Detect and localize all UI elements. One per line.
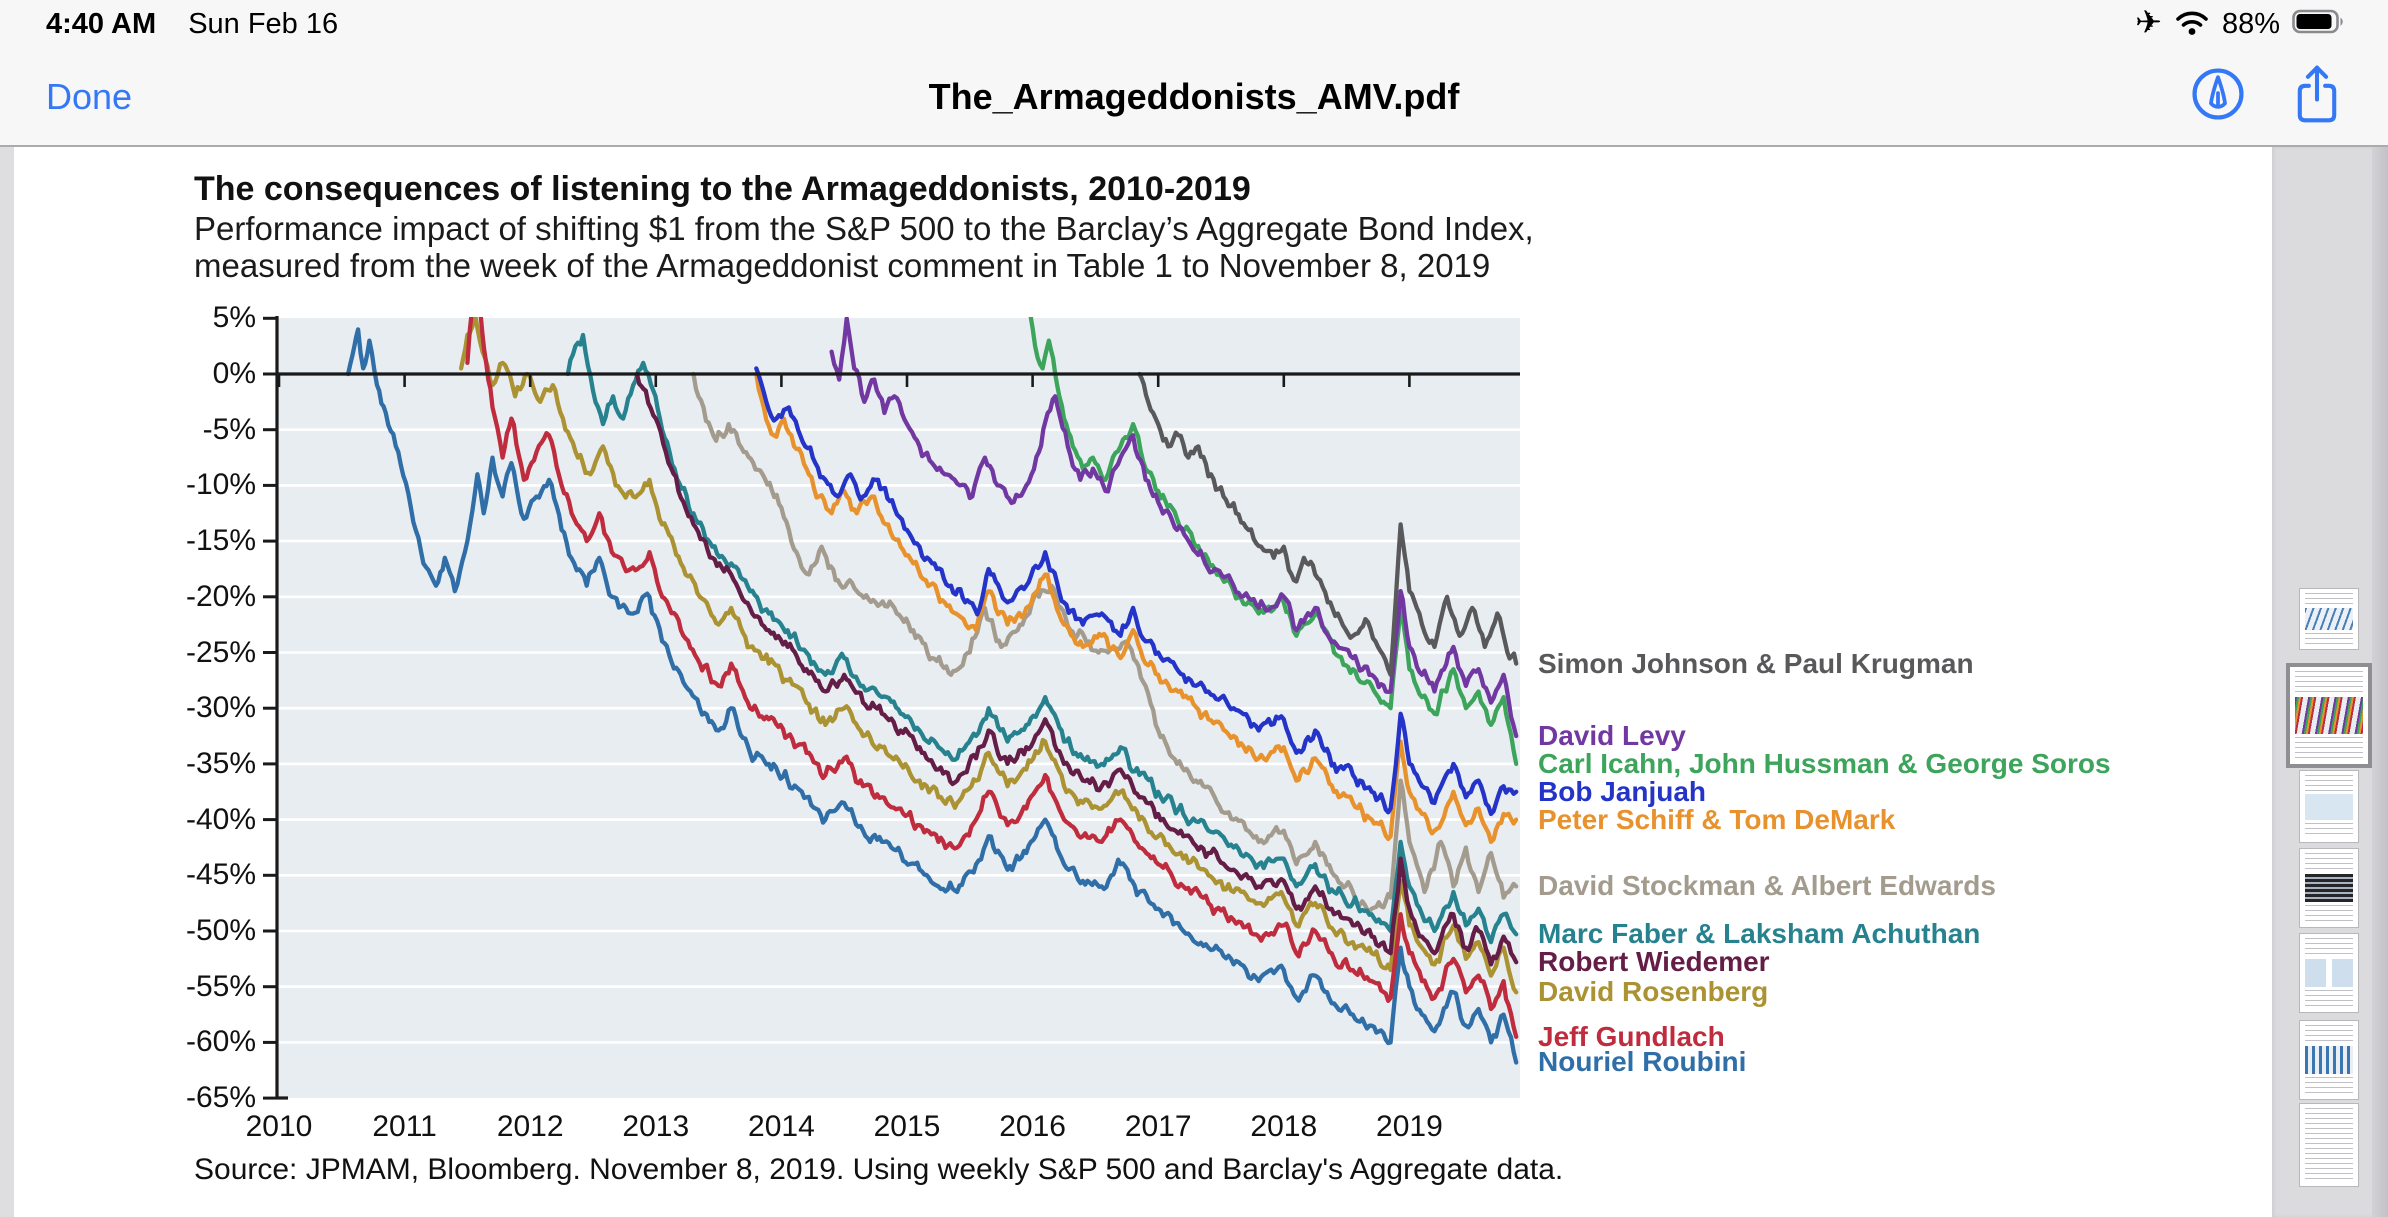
thumbnail-line-chart-preview — [2305, 608, 2353, 630]
legend-label-robert-wiedemer: Robert Wiedemer — [1538, 946, 1770, 978]
share-icon[interactable] — [2288, 61, 2346, 132]
y-tick-label-0%: 0% — [212, 357, 256, 390]
done-button[interactable]: Done — [46, 76, 133, 117]
nav-bar: Done The_Armageddonists_AMV.pdf — [0, 48, 2388, 145]
x-tick-label-2017: 2017 — [1124, 1110, 1192, 1143]
thumbnail-text-lines — [2305, 1077, 2353, 1096]
thumbnail-table-preview — [2305, 873, 2353, 903]
x-tick-label-2014: 2014 — [748, 1110, 815, 1143]
page-thumbnail-5[interactable] — [2299, 933, 2359, 1013]
x-tick-label-2011: 2011 — [372, 1110, 437, 1143]
document-title: The_Armageddonists_AMV.pdf — [928, 76, 1460, 117]
chart-subtitle-line1: Performance impact of shifting $1 from t… — [194, 210, 1534, 247]
thumbnail-text-lines — [2305, 632, 2353, 645]
y-tick-label--50%: -50% — [185, 914, 256, 947]
thumbnail-text-lines — [2305, 822, 2353, 838]
battery-icon — [2292, 8, 2348, 41]
page-thumbnail-7[interactable] — [2299, 1103, 2359, 1187]
x-tick-label-2013: 2013 — [622, 1110, 690, 1143]
legend-label-david-levy: David Levy — [1538, 720, 1686, 752]
legend-label-david-rosenberg: David Rosenberg — [1538, 976, 1769, 1008]
thumbnail-text-lines — [2305, 1025, 2353, 1043]
thumbnail-text-lines — [2305, 853, 2353, 871]
chart-subtitle: Performance impact of shifting $1 from t… — [194, 210, 1534, 284]
y-tick-label--20%: -20% — [185, 579, 256, 613]
y-tick-label--5%: -5% — [202, 412, 256, 446]
airplane-mode-icon: ✈ — [2135, 4, 2162, 40]
y-tick-label--60%: -60% — [185, 1025, 256, 1059]
status-date: Sun Feb 16 — [188, 8, 339, 40]
legend-label-peter-schiff-tom-demark: Peter Schiff & Tom DeMark — [1538, 803, 1896, 835]
pdf-page — [14, 147, 2272, 1217]
markup-icon[interactable] — [2188, 64, 2248, 129]
page-thumbnail-6[interactable] — [2299, 1020, 2359, 1100]
thumbnail-text-lines — [2295, 671, 2363, 695]
thumbnail-text-lines — [2305, 1108, 2353, 1182]
sidebar-scrollbar[interactable] — [2372, 147, 2388, 1217]
legend-label-bob-janjuah: Bob Janjuah — [1538, 775, 1707, 807]
status-time: 4:40 AM — [46, 8, 157, 40]
legend-label-carl-icahn-john-hussman-george-soros: Carl Icahn, John Hussman & George Soros — [1538, 747, 2111, 779]
wifi-icon — [2174, 8, 2210, 41]
thumbnail-text-lines — [2295, 736, 2363, 761]
y-tick-label--40%: -40% — [185, 802, 256, 836]
chart-subtitle-line2: measured from the week of the Armageddon… — [194, 247, 1491, 284]
legend-label-nouriel-roubini: Nouriel Roubini — [1538, 1046, 1747, 1078]
status-left: 4:40 AM Sun Feb 16 — [46, 8, 338, 41]
thumbnail-current-chart-preview — [2295, 697, 2363, 734]
status-bar: 4:40 AM Sun Feb 16 ✈ 88% — [0, 0, 2388, 48]
y-tick-label--45%: -45% — [185, 858, 256, 892]
y-tick-label--15%: -15% — [185, 524, 256, 558]
thumbnail-mini-charts-preview — [2305, 958, 2353, 988]
thumbnail-text-lines — [2305, 938, 2353, 956]
page-thumbnail-3[interactable] — [2299, 770, 2359, 843]
legend-label-jeff-gundlach: Jeff Gundlach — [1538, 1020, 1725, 1052]
thumbnail-text-lines — [2305, 593, 2353, 606]
page-thumbnail-2-current[interactable] — [2286, 663, 2372, 768]
legend-label-marc-faber-laksham-achuthan: Marc Faber & Laksham Achuthan — [1538, 918, 1981, 950]
top-chrome: 4:40 AM Sun Feb 16 ✈ 88% D — [0, 0, 2388, 147]
thumbnail-text-highlight-preview — [2305, 793, 2353, 820]
page-left-gutter — [0, 147, 14, 1217]
chart-source: Source: JPMAM, Bloomberg. November 8, 20… — [194, 1153, 1564, 1186]
y-tick-label--25%: -25% — [185, 635, 256, 669]
thumbnail-sidebar — [2272, 147, 2388, 1217]
x-tick-label-2016: 2016 — [999, 1110, 1066, 1143]
x-tick-label-2018: 2018 — [1250, 1110, 1318, 1143]
legend-label-david-stockman-albert-edwards: David Stockman & Albert Edwards — [1538, 870, 1996, 902]
page-thumbnail-4[interactable] — [2299, 848, 2359, 928]
legend-label-simon-johnson-paul-krugman: Simon Johnson & Paul Krugman — [1538, 647, 1974, 679]
x-tick-label-2015: 2015 — [873, 1110, 941, 1143]
x-tick-label-2012: 2012 — [496, 1110, 564, 1143]
x-tick-label-2010: 2010 — [245, 1110, 313, 1143]
status-right: ✈ 88% — [2135, 4, 2348, 44]
thumbnail-text-lines — [2305, 990, 2353, 1009]
y-tick-label-5%: 5% — [212, 301, 256, 335]
thumbnail-text-lines — [2305, 905, 2353, 924]
thumbnail-text-lines — [2305, 775, 2353, 791]
thumbnail-bar-charts-preview — [2305, 1045, 2353, 1075]
x-tick-label-2019: 2019 — [1376, 1110, 1443, 1143]
chart-title: The consequences of listening to the Arm… — [194, 170, 1251, 208]
y-tick-label--30%: -30% — [185, 691, 256, 725]
y-tick-label--65%: -65% — [185, 1081, 256, 1115]
battery-percent: 88% — [2221, 7, 2280, 40]
y-tick-label--55%: -55% — [185, 969, 256, 1003]
y-tick-label--35%: -35% — [185, 746, 256, 780]
y-tick-label--10%: -10% — [185, 468, 256, 502]
page-thumbnail-1[interactable] — [2299, 588, 2359, 650]
